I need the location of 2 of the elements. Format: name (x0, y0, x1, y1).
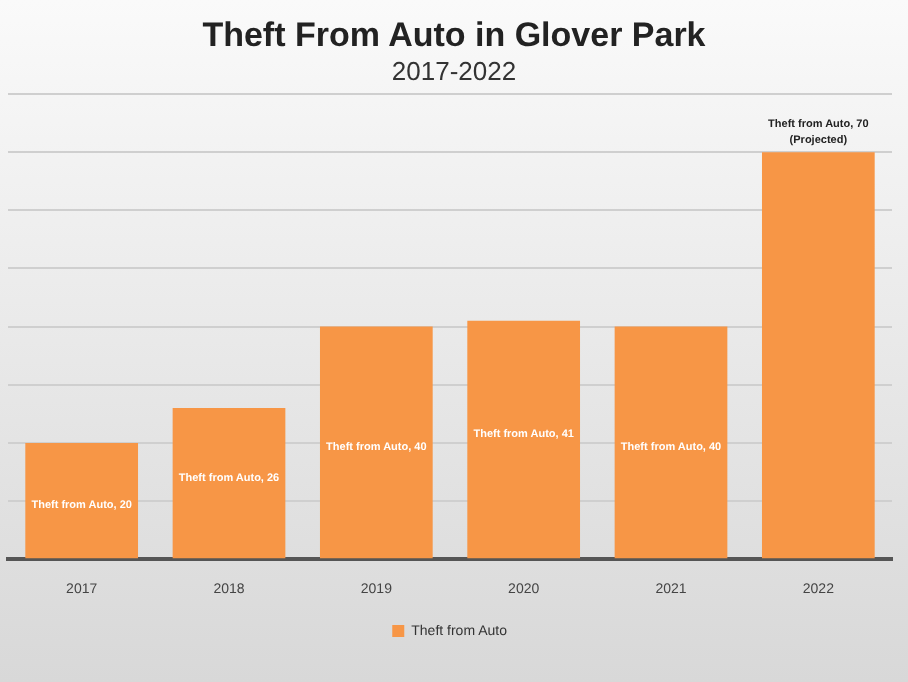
chart-subtitle: 2017-2022 (389, 56, 519, 86)
chart-title: Theft From Auto in Glover Park (200, 14, 708, 56)
